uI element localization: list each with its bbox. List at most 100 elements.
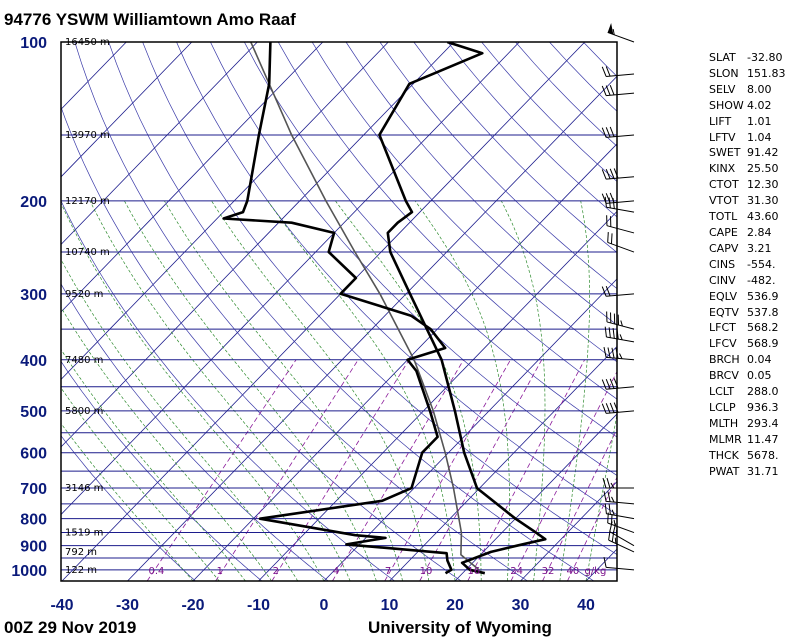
wind-barb [601,378,635,390]
wind-barb [601,85,635,97]
index-row: SHOW 4.02 [709,98,797,114]
index-row: LFCT 568.2 [709,320,797,336]
height-label: 13970 m [65,130,110,141]
wind-barb [601,402,635,414]
isotherm-line [61,42,193,178]
mixing-ratio-label: 10 [420,566,433,577]
index-row: KINX 25.50 [709,161,797,177]
mixing-ratio-line [419,359,543,581]
dewpoint-trace [222,42,453,575]
index-key: EQTV [709,305,739,319]
index-value: 0.05 [747,369,772,383]
index-key: CINV [709,273,736,287]
sounding-traces [222,42,547,575]
index-row: BRCH 0.04 [709,352,797,368]
mixing-ratio-label: 2 [273,566,279,577]
dry-adiabat-line [176,42,617,516]
index-value: -554. [747,257,776,271]
index-key: VTOT [709,194,739,208]
height-label: 7480 m [65,355,103,366]
index-value: 31.30 [747,194,779,208]
wind-barb [606,311,635,330]
pressure-tick-label: 300 [20,287,47,304]
index-row: LFCV 568.9 [709,336,797,352]
index-row: CAPE 2.84 [709,225,797,241]
index-key: BRCV [709,369,739,383]
isobar-lines [61,41,617,582]
pressure-tick-label: 400 [20,353,47,370]
footer-source: University of Wyoming [368,618,552,637]
dry-adiabat-line [61,106,462,581]
index-row: BRCV 0.05 [709,368,797,384]
stability-indices-table: SLAT -32.80 SLON 151.83 SELV 8.00 SHOW 4.02 LIFT… [709,50,797,479]
index-row: EQLV 536.9 [709,289,797,305]
index-row: CINV -482. [709,273,797,289]
moist-adiabat-line [585,412,617,581]
index-row: SLON 151.83 [709,66,797,82]
height-label: 792 m [65,547,97,558]
index-key: CTOT [709,178,739,192]
temp-tick-label: 0 [320,597,329,614]
temp-tick-label: -10 [247,597,270,614]
index-row: SLAT -32.80 [709,50,797,66]
wind-barbs [601,23,635,571]
index-value: 536.9 [747,289,779,303]
moist-adiabat-line [61,422,194,581]
pressure-tick-label: 1000 [11,563,47,580]
height-label: 1519 m [65,528,103,539]
index-value: 43.60 [747,210,779,224]
index-row: LCLT 288.0 [709,384,797,400]
moist-adiabat-line [61,258,299,581]
moist-adiabat-line [164,200,403,581]
mixing-ratio-line [146,359,297,581]
pressure-tick-label: 900 [20,539,47,556]
temp-tick-label: 10 [381,597,399,614]
index-value: 91.42 [747,146,779,160]
mixing-ratio-label: 32 [542,566,555,577]
isotherm-line [61,42,62,43]
wind-barb [602,477,634,489]
isotherm-line [454,413,617,581]
wind-barb [601,66,635,77]
isotherm-line [520,480,617,581]
wind-barb [601,168,635,180]
index-row: PWAT 31.71 [709,464,797,480]
isotherm-line [192,143,617,581]
temp-tick-label: 30 [512,597,530,614]
index-row: CTOT 12.30 [709,177,797,193]
height-label: 9520 m [65,289,103,300]
wind-barb [607,23,635,43]
index-value: 1.01 [747,114,772,128]
pressure-tick-label: 800 [20,512,47,529]
index-key: BRCH [709,353,740,367]
dry-adiabat-line [277,42,617,400]
index-value: 0.04 [747,353,772,367]
dry-adiabat-line [142,42,617,555]
mixing-ratio-label: 24 [510,566,523,577]
index-row: LCLP 936.3 [709,400,797,416]
mixing-ratio-line [542,428,617,581]
index-value: 8.00 [747,82,772,96]
plot-frame [60,41,618,582]
index-key: KINX [709,162,736,176]
index-key: MLTH [709,416,739,430]
index-key: SELV [709,82,736,96]
index-row: CINS -554. [709,257,797,273]
index-row: EQTV 537.8 [709,305,797,321]
index-value: 31.71 [747,464,779,478]
wind-barb [603,557,635,571]
moist-adiabat-line [559,200,590,581]
pressure-tick-label: 200 [20,194,47,211]
mixing-ratio-label: 0.4 [149,566,165,577]
moist-adiabat-line [89,200,351,581]
mixing-ratio-label: 16 [467,566,480,577]
index-value: -32.80 [747,51,783,64]
index-key: LFCT [709,321,736,335]
height-label: 5800 m [65,406,103,417]
temp-tick-label: 20 [446,597,464,614]
moist-adiabat-line [211,200,430,581]
mixing-ratio-line [384,359,511,581]
dry-adiabat-line [74,42,528,581]
height-label: 12170 m [65,196,110,207]
